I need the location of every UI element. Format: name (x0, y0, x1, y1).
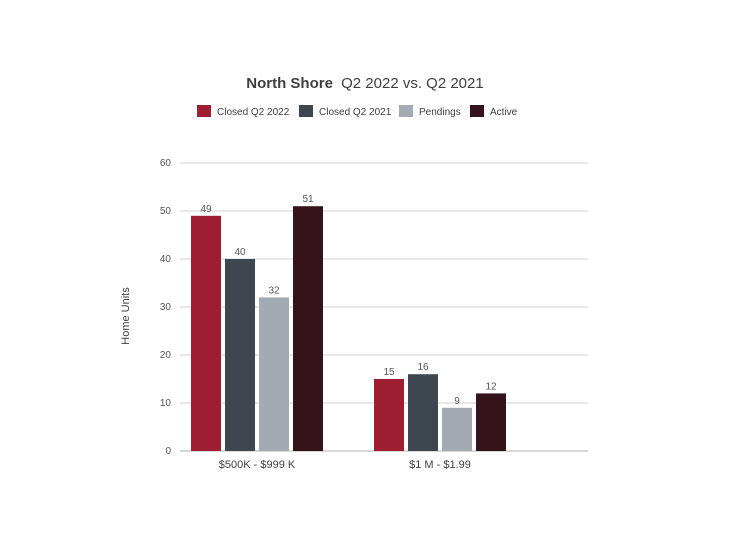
bar (408, 374, 438, 451)
chart-title-rest: Q2 2022 vs. Q2 2021 (341, 75, 484, 92)
y-tick-label: 40 (160, 254, 172, 265)
y-tick-label: 30 (160, 302, 172, 313)
y-tick-label: 60 (160, 158, 172, 169)
data-label: 9 (454, 396, 460, 407)
data-label: 49 (200, 204, 212, 215)
y-axis-ticks: 0 10 20 30 40 50 60 (160, 158, 172, 457)
chart-title: North Shore Q2 2022 vs. Q2 2021 (246, 75, 483, 92)
bar (293, 206, 323, 451)
y-tick-label: 0 (165, 446, 171, 457)
y-axis-label: Home Units (120, 287, 132, 345)
category-labels: $500K - $999 K $1 M - $1.99 (219, 459, 471, 471)
legend: Closed Q2 2022 Closed Q2 2021 Pendings Acti… (197, 105, 518, 118)
data-label: 32 (268, 285, 280, 296)
y-tick-label: 20 (160, 350, 172, 361)
data-label: 12 (485, 381, 497, 392)
chart-title-bold: North Shore (246, 75, 333, 92)
legend-swatch (197, 105, 211, 117)
legend-swatch (299, 105, 313, 117)
bar (259, 297, 289, 451)
category-label: $1 M - $1.99 (409, 459, 471, 471)
legend-label: Closed Q2 2021 (319, 107, 392, 118)
bar (374, 379, 404, 451)
bar (476, 393, 506, 451)
data-label: 40 (234, 247, 246, 258)
y-tick-label: 10 (160, 398, 172, 409)
bar (191, 215, 221, 451)
bars (191, 206, 506, 451)
category-label: $500K - $999 K (219, 459, 296, 471)
data-labels: 49 40 32 51 15 16 9 12 (200, 194, 497, 407)
data-label: 15 (383, 367, 395, 378)
y-tick-label: 50 (160, 206, 172, 217)
bar (225, 259, 255, 451)
legend-label: Pendings (419, 107, 461, 118)
data-label: 16 (417, 362, 429, 373)
legend-swatch (470, 105, 484, 117)
legend-swatch (399, 105, 413, 117)
bar (442, 407, 472, 451)
data-label: 51 (302, 194, 314, 205)
legend-label: Closed Q2 2022 (217, 107, 290, 118)
legend-label: Active (490, 107, 518, 118)
